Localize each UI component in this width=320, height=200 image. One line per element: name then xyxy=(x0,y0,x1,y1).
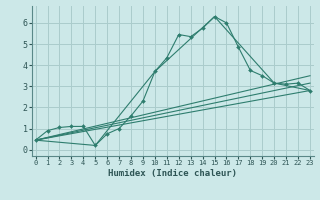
X-axis label: Humidex (Indice chaleur): Humidex (Indice chaleur) xyxy=(108,169,237,178)
